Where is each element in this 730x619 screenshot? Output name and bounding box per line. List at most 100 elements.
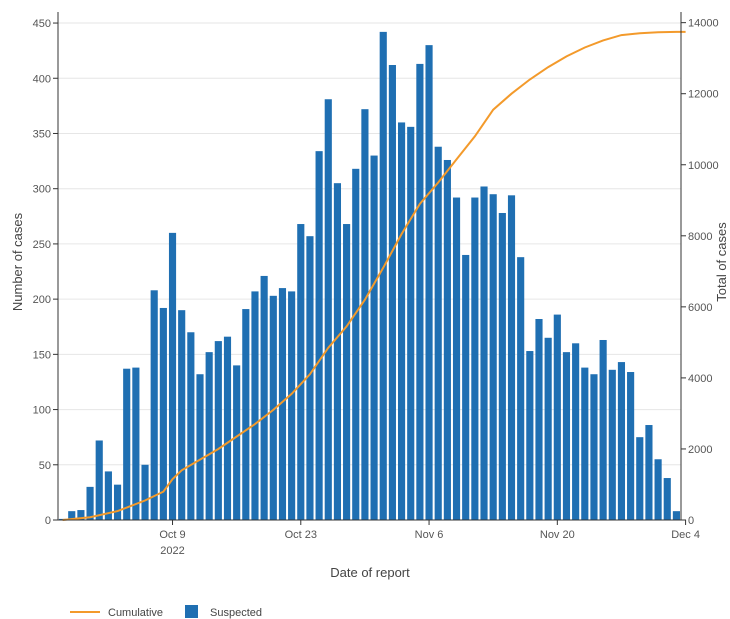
bar-day-35	[379, 31, 387, 520]
x-axis-title: Date of report	[330, 565, 410, 580]
bar-day-58	[590, 374, 598, 520]
y-tick-label-7: 350	[33, 128, 51, 140]
x-tick-sublabel-0: 2022	[160, 545, 184, 557]
bar-day-3	[86, 486, 94, 520]
bar-day-32	[352, 168, 360, 521]
bar-day-51	[526, 351, 534, 520]
x-axis-ticks: Oct 9 2022 Oct 23 Nov 6 Nov 20 Dec 4	[159, 520, 700, 557]
bar-day-65	[654, 459, 662, 520]
bar-day-18	[223, 336, 232, 520]
right-axis-ticks: 0 2000 4000 6000 8000 10000 12000 14000	[681, 18, 719, 527]
x-tick-label-3: Nov 20	[540, 529, 575, 541]
y-tick-label-6: 300	[33, 184, 51, 196]
bar-day-50	[517, 257, 525, 520]
bar-day-24	[278, 288, 287, 520]
bar-day-22	[260, 275, 268, 520]
legend-suspected-swatch	[185, 605, 198, 618]
left-axis-ticks: 0 50 100 150 200 250 300 350 400 450	[33, 18, 58, 527]
x-tick-label-2: Nov 6	[415, 529, 444, 541]
bar-day-30	[333, 183, 342, 520]
bar-day-56	[572, 343, 580, 520]
bar-day-52	[535, 319, 543, 520]
bar-day-10	[150, 290, 158, 520]
y-tick-label-1: 50	[39, 460, 51, 472]
y2-tick-label-4: 8000	[688, 231, 712, 243]
bar-day-41	[434, 146, 442, 520]
bar-day-47	[489, 194, 497, 520]
bar-day-13	[178, 310, 186, 520]
y-tick-label-5: 250	[33, 239, 51, 251]
bar-day-46	[480, 186, 488, 521]
bar-day-53	[544, 337, 552, 520]
bar-day-55	[562, 352, 571, 520]
bar-day-29	[324, 99, 332, 521]
bar-day-15	[196, 374, 204, 520]
bar-day-42	[443, 159, 451, 520]
bar-day-60	[608, 369, 616, 520]
bar-day-17	[214, 341, 222, 520]
bar-day-11	[159, 307, 167, 520]
bar-day-45	[471, 197, 479, 520]
bar-day-27	[306, 236, 314, 520]
bar-day-34	[370, 155, 378, 520]
bar-day-61	[617, 362, 626, 520]
bar-day-38	[407, 126, 415, 520]
bar-day-40	[425, 45, 433, 521]
bar-day-23	[269, 295, 277, 520]
cumulative-line	[62, 30, 686, 521]
bar-day-8	[132, 367, 140, 520]
y2-tick-label-0: 0	[688, 515, 694, 527]
bar-day-54	[553, 314, 561, 520]
y-tick-label-9: 450	[33, 18, 51, 30]
bar-day-57	[581, 367, 589, 520]
bar-day-49	[507, 195, 516, 521]
bar-day-2	[77, 510, 85, 520]
bar-day-48	[498, 212, 506, 520]
y2-tick-label-1: 2000	[688, 444, 712, 456]
y2-axis-title: Total of cases	[714, 222, 729, 302]
y2-tick-label-3: 6000	[688, 302, 712, 314]
bar-day-28	[315, 151, 323, 520]
bar-day-59	[599, 339, 607, 520]
y2-tick-label-5: 10000	[688, 160, 719, 172]
y2-tick-label-2: 4000	[688, 373, 712, 385]
bar-day-43	[452, 197, 461, 520]
axes	[57, 12, 682, 521]
suspected-bars	[59, 31, 680, 521]
y2-tick-label-6: 12000	[688, 89, 719, 101]
bar-day-4	[95, 440, 103, 520]
bar-day-67	[672, 511, 680, 520]
bar-day-66	[663, 478, 671, 520]
x-tick-label-4: Dec 4	[671, 529, 700, 541]
legend: Cumulative Suspected	[70, 605, 262, 619]
bar-day-36	[388, 65, 396, 520]
bar-day-12	[168, 232, 177, 520]
y-tick-label-8: 400	[33, 73, 51, 85]
bar-day-5	[104, 471, 112, 520]
bar-day-1	[68, 511, 76, 520]
bar-day-6	[113, 484, 122, 520]
bar-day-26	[297, 224, 305, 520]
y-tick-label-4: 200	[33, 294, 51, 306]
bar-day-39	[416, 63, 424, 520]
bar-day-62	[627, 372, 635, 520]
bar-day-64	[645, 425, 653, 520]
bar-day-25	[288, 291, 296, 520]
bar-day-31	[343, 224, 351, 520]
y-tick-label-2: 100	[33, 405, 51, 417]
bar-day-63	[636, 437, 644, 520]
y-tick-label-3: 150	[33, 349, 51, 361]
bar-day-7	[123, 368, 131, 520]
legend-cumulative-label: Cumulative	[108, 607, 163, 619]
bar-day-37	[397, 122, 406, 520]
bar-day-33	[361, 109, 369, 520]
bar-day-20	[242, 309, 250, 520]
y-tick-label-0: 0	[45, 515, 51, 527]
bar-day-21	[251, 291, 259, 520]
bar-day-9	[141, 464, 149, 520]
bar-day-16	[205, 352, 213, 520]
bar-day-44	[462, 254, 470, 520]
legend-suspected-label: Suspected	[210, 607, 262, 619]
bar-day-14	[187, 332, 195, 520]
